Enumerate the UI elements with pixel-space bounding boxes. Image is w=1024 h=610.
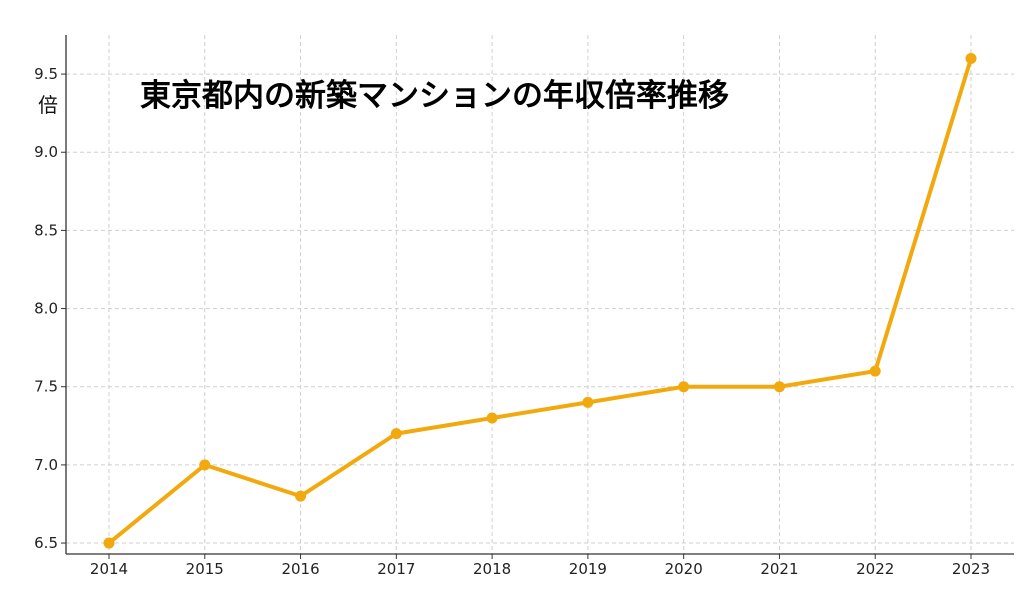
data-point	[965, 52, 977, 64]
x-tick-label: 2015	[186, 560, 224, 578]
y-tick-label: 9.0	[34, 143, 58, 161]
x-tick-label: 2016	[281, 560, 319, 578]
x-tick-label: 2017	[377, 560, 415, 578]
data-point	[390, 428, 402, 440]
x-tick-label: 2023	[952, 560, 990, 578]
x-tick-label: 2019	[569, 560, 607, 578]
y-axis-unit-label: 倍	[38, 93, 58, 117]
data-point	[295, 490, 307, 502]
x-tick-label: 2014	[90, 560, 128, 578]
y-ticks: 6.5 7.0 7.5 8.0 8.5 9.0 9.5	[34, 65, 66, 552]
data-point	[582, 396, 594, 408]
grid	[66, 35, 1014, 554]
y-tick-label: 9.5	[34, 65, 58, 83]
data-point	[103, 537, 115, 549]
data-point	[869, 365, 881, 377]
y-tick-label: 6.5	[34, 534, 58, 552]
chart-title: 東京都内の新築マンションの年収倍率推移	[140, 78, 729, 114]
x-tick-label: 2018	[473, 560, 511, 578]
series-0	[103, 52, 977, 549]
series-line	[107, 56, 973, 546]
x-tick-label: 2020	[665, 560, 703, 578]
y-tick-label: 7.5	[34, 378, 58, 396]
y-tick-label: 8.5	[34, 221, 58, 239]
data-point	[486, 412, 498, 424]
data-point	[199, 459, 211, 471]
y-tick-label: 8.0	[34, 300, 58, 318]
x-tick-label: 2021	[760, 560, 798, 578]
x-ticks: 2014 2015 2016 2017 2018 2019 2020 2021 2022 2023	[90, 554, 990, 578]
data-point	[773, 381, 785, 393]
data-point	[678, 381, 690, 393]
x-tick-label: 2022	[856, 560, 894, 578]
y-tick-label: 7.0	[34, 456, 58, 474]
